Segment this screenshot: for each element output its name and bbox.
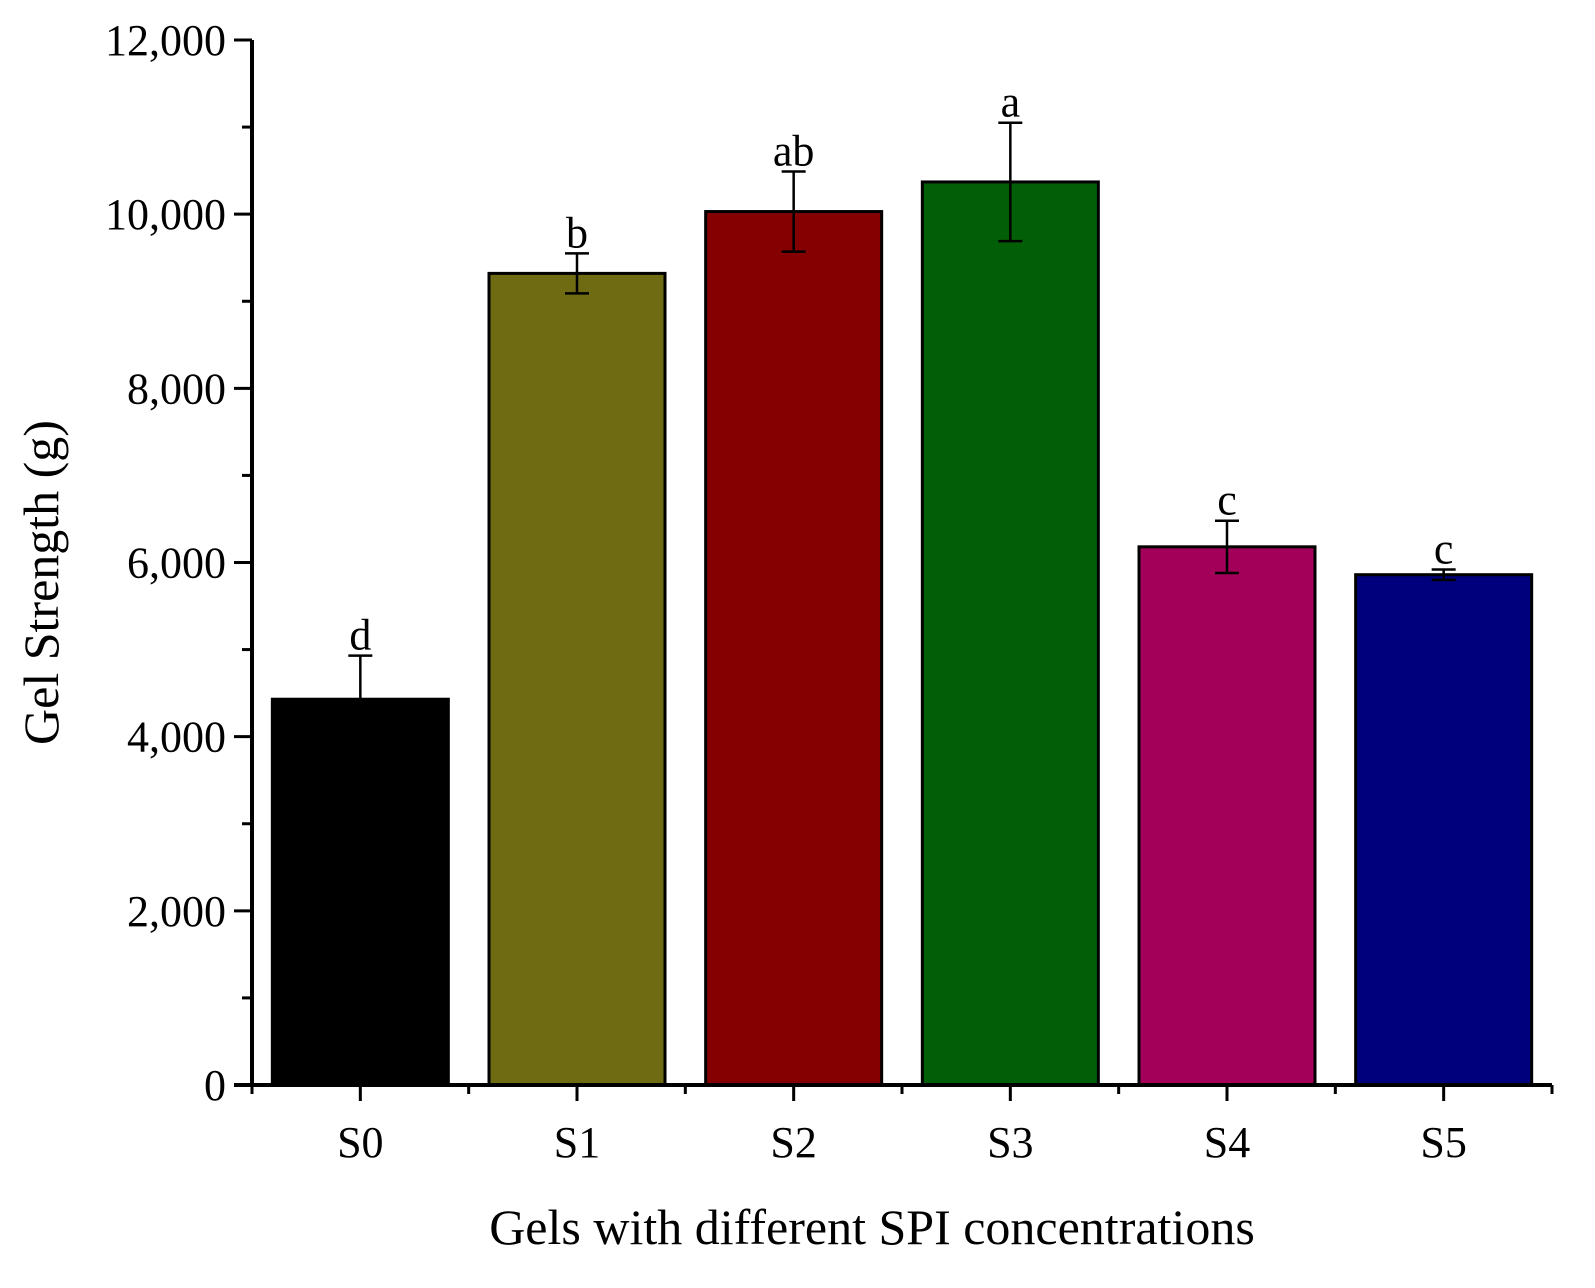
bar-s0 xyxy=(270,697,450,1087)
significance-label-s3: a xyxy=(1001,78,1021,127)
x-tick-label-s3: S3 xyxy=(987,1118,1033,1167)
x-ticks-layer: S0 S1 S2 S3 S4 S5 xyxy=(250,1085,1554,1167)
bars-layer xyxy=(270,180,1534,1087)
error-bars-layer xyxy=(348,121,1456,745)
y-tick-label: 10,000 xyxy=(105,190,226,239)
y-tick-label: 4,000 xyxy=(127,713,226,762)
significance-label-s4: c xyxy=(1217,476,1237,525)
bar-s4 xyxy=(1137,545,1317,1087)
significance-labels-layer: d b ab a c c xyxy=(349,78,1453,660)
x-tick-label-s2: S2 xyxy=(770,1118,816,1167)
bar-s2 xyxy=(704,210,884,1087)
x-tick-label-s0: S0 xyxy=(337,1118,383,1167)
y-tick-label: 6,000 xyxy=(127,539,226,588)
bar-s1 xyxy=(487,271,667,1087)
y-tick-label: 8,000 xyxy=(127,364,226,413)
significance-label-s1: b xyxy=(566,208,588,257)
x-tick-label-s1: S1 xyxy=(554,1118,600,1167)
x-tick-label-s4: S4 xyxy=(1204,1118,1250,1167)
bar-s5 xyxy=(1354,573,1534,1087)
significance-label-s2: ab xyxy=(773,126,815,175)
bar-s3 xyxy=(920,180,1100,1087)
significance-label-s5: c xyxy=(1434,524,1454,573)
y-tick-label: 12,000 xyxy=(105,16,226,65)
y-tick-label: 2,000 xyxy=(127,887,226,936)
y-ticks-layer: 0 2,000 4,000 6,000 8,000 10,000 12,000 xyxy=(105,16,252,1110)
y-tick-label: 0 xyxy=(204,1061,226,1110)
x-axis-title: Gels with different SPI concentrations xyxy=(489,1199,1255,1255)
x-tick-label-s5: S5 xyxy=(1420,1118,1466,1167)
significance-label-s0: d xyxy=(349,611,371,660)
y-axis-title: Gel Strength (g) xyxy=(13,420,69,745)
